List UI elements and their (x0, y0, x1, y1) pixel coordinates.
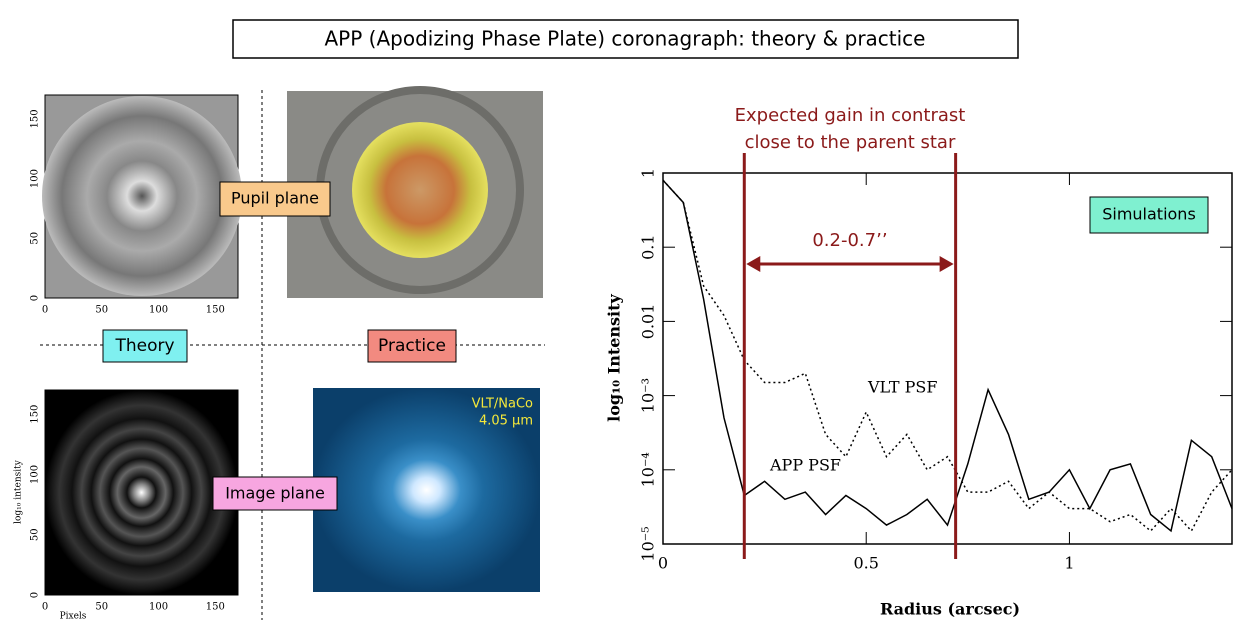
slide-title: APP (Apodizing Phase Plate) coronagraph:… (325, 27, 926, 51)
image-y-tick-label: 150 (30, 109, 41, 128)
image-y-tick-label: 100 (30, 465, 41, 484)
range-label: 0.2-0.7’’ (812, 230, 887, 251)
pupil-plane-label: Pupil plane (231, 189, 319, 208)
practice-label: Practice (378, 336, 446, 356)
image-y-tick-label: 0 (30, 592, 41, 598)
x-tick-label: 1 (1064, 554, 1074, 573)
x-tick-label: 0 (658, 554, 668, 573)
image-x-tick-label: 100 (149, 602, 168, 613)
image-y-tick-label: 50 (30, 232, 41, 245)
image-x-tick-label: 50 (95, 602, 108, 613)
wavelength-label: 4.05 µm (479, 414, 533, 429)
simulations-label: Simulations (1102, 205, 1196, 224)
y-tick-label: 0.01 (639, 304, 658, 340)
pupil-plane-box (219, 181, 331, 217)
photo-disc (352, 122, 488, 258)
x-axis-label: Radius (arcsec) (880, 600, 1020, 619)
theory-y-label: log₁₀ intensity (14, 459, 24, 524)
x-tick-label: 0.5 (853, 554, 878, 573)
series-line (662, 179, 1233, 533)
image-plane-box (212, 476, 338, 511)
y-tick-label: 0.1 (639, 234, 658, 259)
annotation-line: Expected gain in contrast (735, 105, 966, 126)
naco-image (313, 388, 540, 592)
image-x-tick-label: 0 (42, 305, 48, 316)
instrument-label: VLT/NaCo (472, 397, 533, 412)
image-y-tick-label: 100 (30, 169, 41, 188)
image-y-tick-label: 0 (30, 295, 41, 301)
image-plane-label: Image plane (225, 484, 325, 503)
series-label: APP PSF (769, 456, 841, 475)
image-x-tick-label: 100 (149, 305, 168, 316)
image-x-tick-label: 150 (206, 602, 225, 613)
image-x-tick-label: 0 (42, 602, 48, 613)
y-tick-label: 1 (639, 168, 658, 178)
simulations-box (1089, 196, 1209, 234)
theory-x-label: Pixels (60, 612, 87, 622)
image-y-tick-label: 50 (30, 528, 41, 541)
practice-box (367, 329, 457, 363)
y-tick-label: 10⁻⁴ (639, 452, 658, 487)
image-x-tick-label: 150 (206, 305, 225, 316)
y-tick-label: 10⁻³ (639, 378, 658, 413)
image-y-tick-label: 150 (30, 405, 41, 424)
image-x-tick-label: 50 (95, 305, 108, 316)
theory-box (102, 329, 188, 363)
pupil-disc (42, 96, 242, 296)
series-label: VLT PSF (867, 378, 937, 397)
title-box (232, 19, 1019, 59)
theory-psf-image (44, 389, 239, 596)
plot-frame (662, 172, 1233, 545)
annotation-line: close to the parent star (745, 132, 956, 153)
theory-label: Theory (114, 336, 174, 356)
y-axis-label: log₁₀ Intensity (605, 293, 624, 421)
series-line (662, 179, 1233, 533)
y-tick-label: 10⁻⁵ (639, 526, 658, 561)
